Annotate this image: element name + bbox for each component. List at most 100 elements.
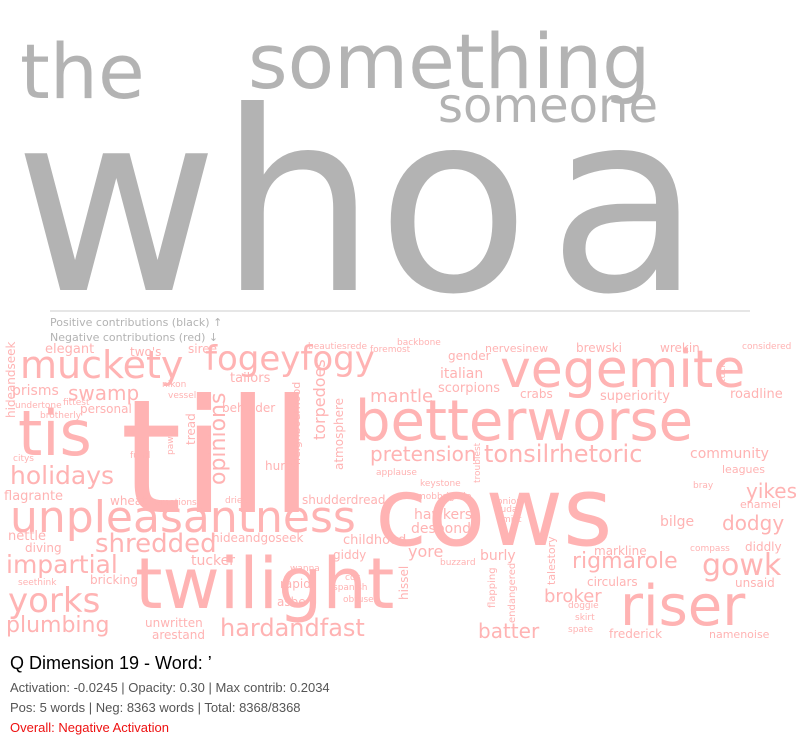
- negative-word: hideandgoseek: [212, 531, 303, 545]
- negative-word: namenoise: [709, 628, 770, 641]
- negative-word: troublest: [473, 442, 483, 483]
- negative-word: tis: [18, 397, 92, 470]
- negative-word: endangered: [507, 563, 518, 623]
- positive-word: the: [20, 27, 145, 116]
- dimension-title: Q Dimension 19 - Word: ’: [10, 653, 212, 673]
- negative-word: holidays: [10, 461, 114, 490]
- negative-word: buzzard: [440, 558, 476, 568]
- negative-word: compass: [690, 544, 730, 554]
- negative-word: tread: [184, 413, 198, 445]
- negative-word: emotions: [155, 498, 197, 508]
- negative-word: muckety: [20, 343, 183, 387]
- negative-word: fund: [130, 451, 150, 461]
- negative-word: impartial: [6, 550, 118, 579]
- negative-word: beautiesrede: [308, 342, 367, 352]
- negative-word: italian: [440, 366, 483, 382]
- negative-word: twilight: [135, 543, 394, 625]
- negative-word: unwritten: [145, 616, 203, 630]
- negative-word: batter: [478, 619, 540, 643]
- negative-word: roadline: [730, 387, 783, 402]
- negative-word: neighbourhood: [290, 382, 303, 465]
- overall-activation: Overall: Negative Activation: [10, 720, 169, 735]
- negative-word: till: [120, 366, 314, 550]
- negative-word: cox: [345, 573, 361, 583]
- negative-word: swamp: [68, 381, 139, 405]
- negative-word: paw: [166, 436, 176, 455]
- negative-word: fittest: [63, 398, 90, 408]
- negative-word: riser: [620, 574, 746, 639]
- negative-word: judas: [497, 505, 522, 515]
- negative-word: hissel: [397, 566, 411, 600]
- negative-word: citys: [13, 454, 34, 464]
- negative-word: superiority: [600, 389, 670, 404]
- negative-word: keystone: [420, 479, 461, 489]
- negative-word: two's: [130, 345, 161, 359]
- negative-word: leagues: [722, 463, 765, 476]
- negative-word: enamel: [740, 498, 781, 511]
- negative-word: bray: [693, 481, 714, 491]
- negative-word: hurts: [265, 459, 296, 473]
- negative-word: fogeyfogy: [205, 339, 375, 379]
- negative-word: mantle: [370, 386, 433, 407]
- negative-word: tonsilrhetoric: [484, 440, 642, 468]
- negative-word: diving: [25, 541, 62, 555]
- negative-word: burly: [480, 548, 516, 564]
- info-panel: Q Dimension 19 - Word: ’ Activation: -0.…: [10, 648, 790, 738]
- negative-word: bricking: [90, 573, 138, 587]
- legend-negative: Negative contributions (red) ↓: [50, 331, 218, 344]
- negative-word: plumbing: [6, 613, 109, 638]
- negative-word: onion: [497, 497, 522, 507]
- negative-word: scorpions: [438, 381, 500, 396]
- negative-word: atmosphere: [332, 398, 346, 470]
- negative-word: frederick: [609, 627, 662, 641]
- negative-word: mobbrigade: [417, 492, 472, 502]
- negative-word: markline: [594, 544, 647, 558]
- negative-word: spanish: [333, 583, 368, 593]
- negative-word: nettle: [8, 529, 46, 544]
- negative-word: rapid: [280, 577, 311, 591]
- negative-word: dried: [225, 496, 248, 506]
- negative-word: circulars: [587, 575, 638, 589]
- negative-word: obtuse: [343, 595, 374, 605]
- negative-word: broker: [544, 586, 602, 607]
- negative-word: doggie: [568, 601, 599, 611]
- negative-word: gender: [448, 349, 491, 363]
- negative-word: shredded: [95, 529, 217, 559]
- positive-word: who: [14, 58, 530, 349]
- negative-word: hawkers: [414, 507, 472, 523]
- word-counts: Pos: 5 words | Neg: 8363 words | Total: …: [10, 700, 301, 715]
- negative-word: flagrante: [4, 489, 63, 504]
- positive-word: a: [548, 58, 701, 349]
- negative-word: siree: [188, 342, 217, 356]
- negative-word: elegant: [45, 342, 94, 357]
- negative-word: dodgy: [722, 511, 784, 535]
- negative-word: mist: [502, 515, 522, 525]
- negative-word: beholder: [222, 401, 275, 415]
- negative-word: opinions: [206, 393, 231, 485]
- negative-word: betterworse: [355, 389, 693, 454]
- negative-word: rigmarole: [572, 549, 678, 574]
- negative-word: diddly: [745, 540, 782, 554]
- negative-word: crabs: [520, 387, 553, 401]
- negative-word: talestory: [545, 536, 558, 585]
- negative-word: skirt: [575, 613, 595, 623]
- activation-stats: Activation: -0.0245 | Opacity: 0.30 | Ma…: [10, 680, 330, 695]
- negative-word: yikes: [746, 479, 797, 503]
- negative-word: unpleasantness: [10, 492, 356, 543]
- negative-word: hideandseek: [4, 341, 18, 418]
- negative-word: backbone: [397, 338, 441, 348]
- negative-word: arestand: [152, 628, 205, 642]
- negative-word: applause: [376, 468, 417, 478]
- positive-word: something: [248, 17, 650, 106]
- negative-word: yorks: [8, 581, 100, 621]
- negative-word: undertone: [15, 401, 62, 411]
- negative-word: yore: [408, 542, 443, 561]
- negative-word: shudderdread: [302, 493, 385, 507]
- legend-positive: Positive contributions (black) ↑: [50, 316, 222, 329]
- negative-word: spate: [568, 625, 593, 635]
- negative-word: bilge: [660, 514, 694, 530]
- negative-word: childhood: [343, 533, 406, 548]
- negative-word: community: [690, 446, 769, 462]
